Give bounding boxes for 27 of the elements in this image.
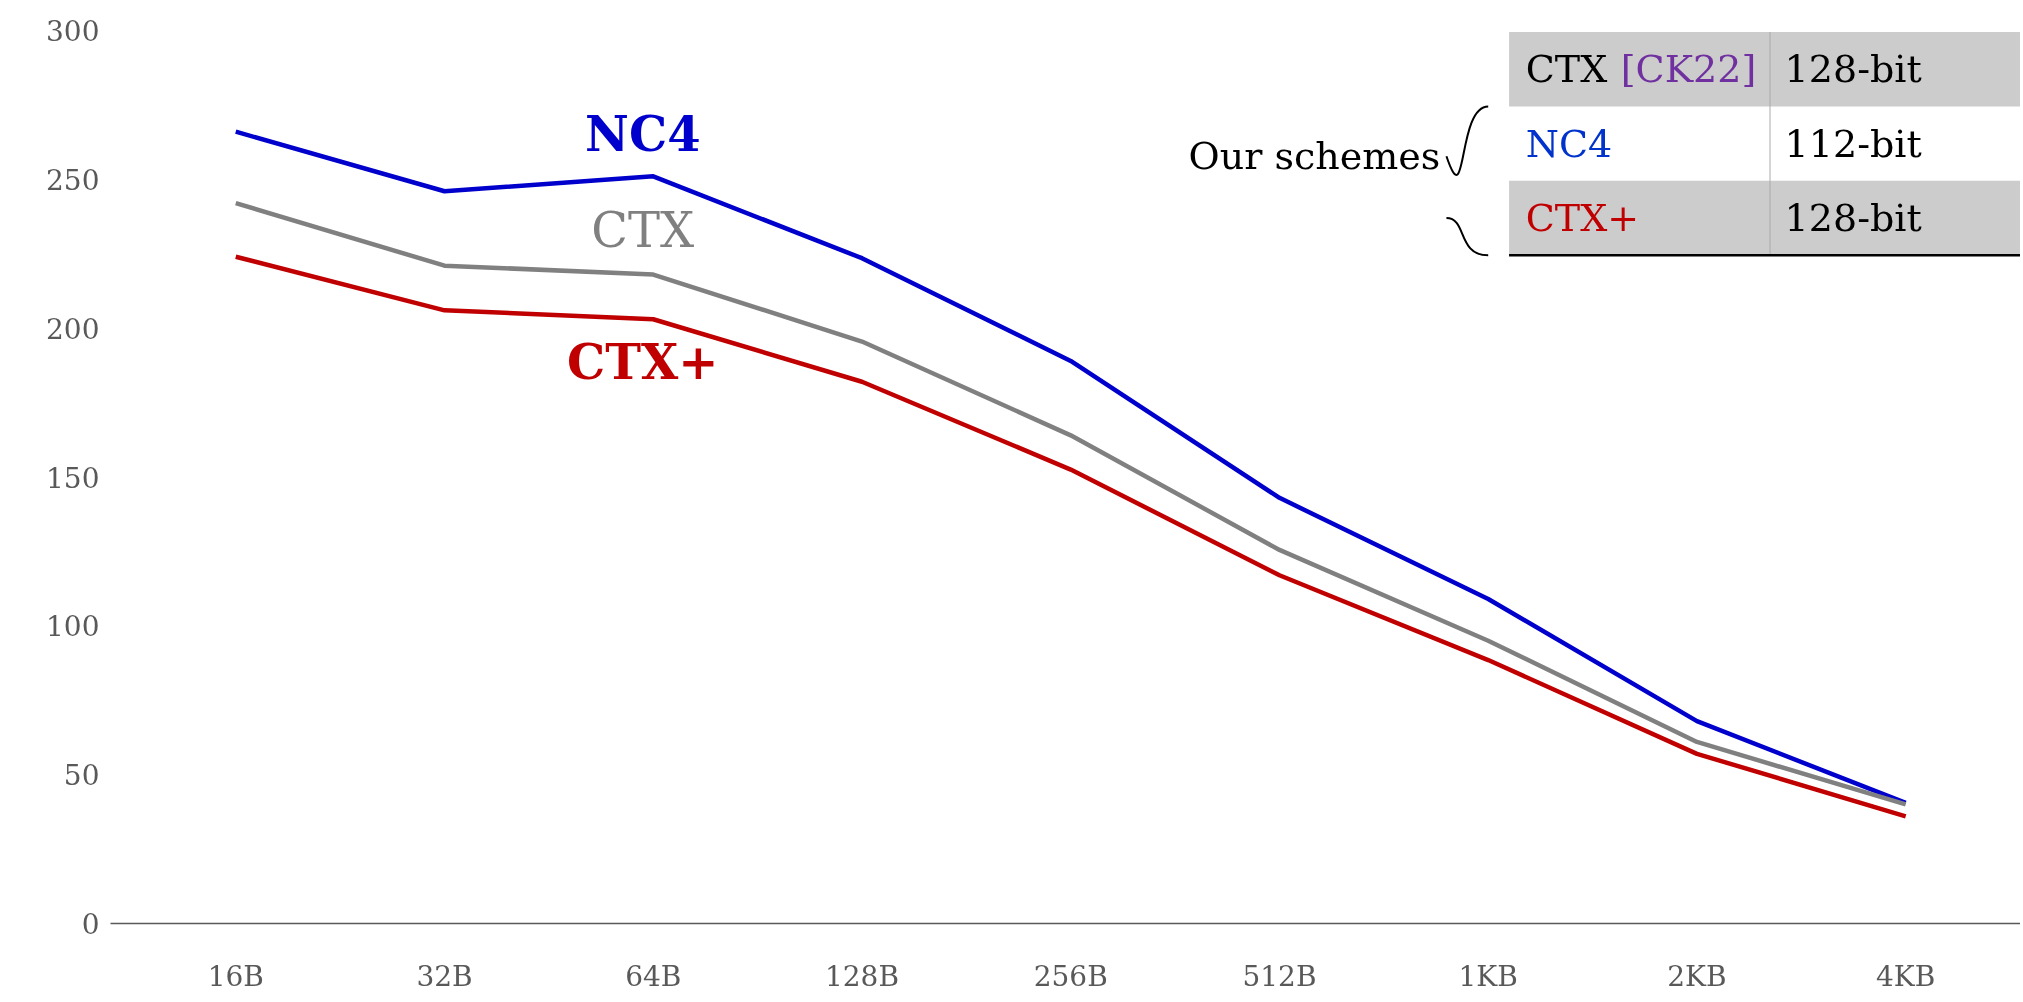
series-label: CTX+ (567, 333, 719, 390)
series-label: CTX (591, 202, 695, 259)
y-tick-label: 300 (46, 15, 100, 48)
x-tick-label: 32B (416, 959, 473, 993)
y-tick-label: 250 (46, 163, 100, 197)
x-tick-label: 4KB (1876, 959, 1936, 993)
x-tick-label: 1KB (1458, 959, 1518, 993)
annotation: CTX (1525, 47, 1608, 92)
y-tick-label: 100 (46, 610, 100, 644)
y-tick-label: 150 (46, 461, 100, 495)
x-tick-label: 64B (625, 959, 682, 993)
x-tick-label: 512B (1242, 959, 1317, 993)
annotation: Our schemes (1188, 134, 1441, 179)
y-tick-label: 50 (63, 759, 100, 793)
series-label: NC4 (585, 105, 701, 162)
x-tick-label: 2KB (1667, 959, 1727, 993)
x-tick-label: 256B (1033, 959, 1108, 993)
annotation: [CK22] (1620, 47, 1757, 92)
x-tick-label: 128B (824, 959, 899, 993)
y-tick-label: 200 (46, 312, 100, 346)
x-tick-label: 16B (207, 959, 264, 993)
annotation: 112-bit (1784, 121, 1922, 166)
annotation: 128-bit (1784, 196, 1922, 241)
annotation: CTX+ (1525, 196, 1640, 241)
y-tick-label: 0 (81, 908, 100, 941)
annotation: 128-bit (1784, 47, 1922, 92)
annotation: NC4 (1525, 121, 1613, 166)
